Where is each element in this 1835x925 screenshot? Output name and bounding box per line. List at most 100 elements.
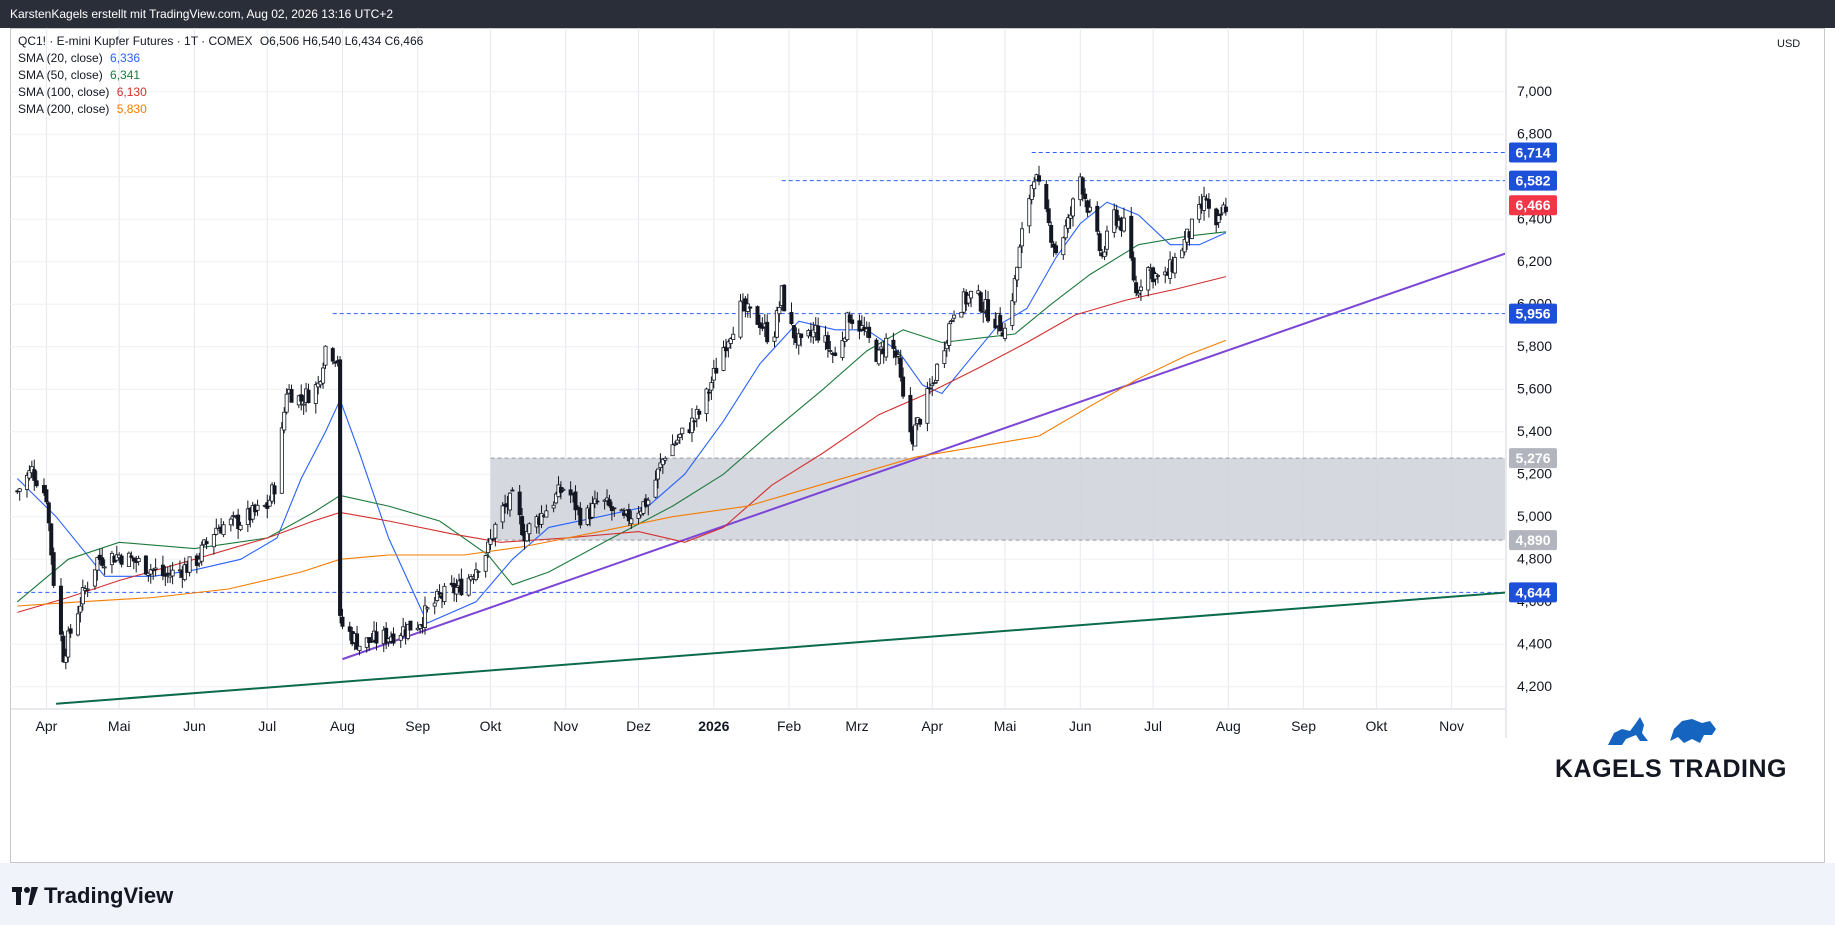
candle-body (1129, 215, 1134, 259)
time-axis-label: Feb (777, 718, 801, 734)
price-chart[interactable]: 4,2004,4004,6004,8005,0005,2005,4005,600… (0, 0, 1835, 863)
candle-body (437, 592, 442, 595)
candle-body (1027, 198, 1032, 227)
candle-body (976, 290, 981, 294)
candle-body (204, 541, 209, 545)
candle-body (626, 509, 631, 522)
chart-header-bar: KarstenKagels erstellt mit TradingView.c… (0, 0, 1835, 28)
legend-sma100[interactable]: SMA (100, close) 6,130 (18, 85, 147, 99)
candle-body (692, 420, 697, 423)
tradingview-icon (12, 887, 38, 905)
candle-body (524, 531, 529, 542)
candle-body (432, 602, 437, 607)
sma-line-3 (17, 276, 1227, 613)
legend-sma200[interactable]: SMA (200, close) 5,830 (18, 102, 147, 116)
legend-sma100-value: 6,130 (116, 85, 147, 99)
candle-body (1087, 206, 1092, 212)
chart-frame[interactable] (10, 28, 1825, 863)
candle-body (629, 518, 634, 525)
price-tick-label: 6,200 (1517, 253, 1552, 269)
level-badge-4-890-bg (1509, 530, 1557, 551)
candle-body (1121, 217, 1126, 232)
candle-body (998, 315, 1003, 332)
candle-body (1012, 278, 1017, 303)
candle-body (677, 433, 682, 438)
candle-body (267, 499, 272, 507)
candle-body (51, 552, 56, 586)
candle-body (119, 555, 124, 565)
candle-body (1071, 198, 1076, 217)
candle-body (896, 354, 901, 357)
time-axis-label: Mai (994, 718, 1017, 734)
time-axis-label: Nov (553, 718, 578, 734)
candle-body (1134, 282, 1139, 294)
candle-body (187, 556, 192, 573)
candle-body (799, 333, 804, 338)
legend-sma50-label: SMA (50, close) (18, 68, 103, 82)
legend-sma20[interactable]: SMA (20, close) 6,336 (18, 51, 140, 65)
tradingview-logo[interactable]: TradingView (12, 883, 173, 909)
candle-body (551, 504, 556, 509)
candle-body (1032, 181, 1037, 190)
candle-body (63, 655, 68, 663)
candle-body (876, 349, 881, 365)
candle-body (1037, 175, 1042, 182)
legend-symbol: QC1! · E-mini Kupfer Futures · 1T · COME… (18, 34, 423, 48)
time-axis-label: Okt (1365, 718, 1387, 734)
candle-body (289, 389, 294, 403)
price-tick-label: 5,200 (1517, 465, 1552, 481)
time-axis-label: Sep (1291, 718, 1316, 734)
candle-body (663, 457, 668, 461)
candle-body (825, 335, 830, 350)
candle-body (282, 411, 287, 431)
candle-body (454, 586, 459, 595)
candle-body (500, 505, 505, 523)
candle-body (442, 585, 447, 602)
candle-body (1044, 184, 1049, 210)
candle-body (170, 569, 175, 577)
candle-body (423, 605, 428, 628)
candle-body (709, 382, 714, 391)
price-tick-label: 5,800 (1517, 338, 1552, 354)
last-price-badge: 6,466 (1515, 197, 1550, 213)
candle-body (670, 444, 675, 457)
candle-body (721, 347, 726, 371)
legend-symbol-name: QC1! · E-mini Kupfer Futures · 1T · COME… (18, 34, 253, 48)
time-axis-label: Jul (258, 718, 276, 734)
level-badge-6-582: 6,582 (1515, 173, 1550, 189)
candle-body (573, 491, 578, 511)
legend-sma50[interactable]: SMA (50, close) 6,341 (18, 68, 140, 82)
candle-body (221, 524, 226, 536)
candle-body (774, 310, 779, 338)
candle-body (330, 348, 335, 362)
candle-body (959, 311, 964, 318)
candle-body (1172, 257, 1177, 274)
time-axis-label: Apr (921, 718, 943, 734)
candle-body (554, 493, 559, 504)
candle-body (408, 620, 413, 631)
candle-body (1219, 213, 1224, 216)
candle-body (1003, 327, 1008, 339)
candle-body (927, 387, 932, 390)
candle-body (466, 577, 471, 596)
candle-body (46, 502, 51, 524)
time-axis-label: Nov (1439, 718, 1464, 734)
time-axis-label: Aug (1216, 718, 1241, 734)
candle-body (1223, 206, 1228, 213)
candle-body (796, 333, 801, 346)
candle-body (969, 290, 974, 299)
candle-body (517, 491, 522, 516)
candle-body (568, 489, 573, 496)
candle-body (672, 443, 677, 446)
candle-body (723, 346, 728, 352)
candle-body (58, 585, 63, 635)
candle-body (942, 350, 947, 364)
candle-body (1216, 215, 1221, 223)
candle-body (952, 314, 957, 319)
candle-body (490, 538, 495, 541)
candle-body (918, 418, 923, 425)
candle-body (1102, 251, 1107, 258)
candle-body (415, 627, 420, 631)
candle-body (279, 427, 284, 494)
legend-sma20-label: SMA (20, close) (18, 51, 103, 65)
